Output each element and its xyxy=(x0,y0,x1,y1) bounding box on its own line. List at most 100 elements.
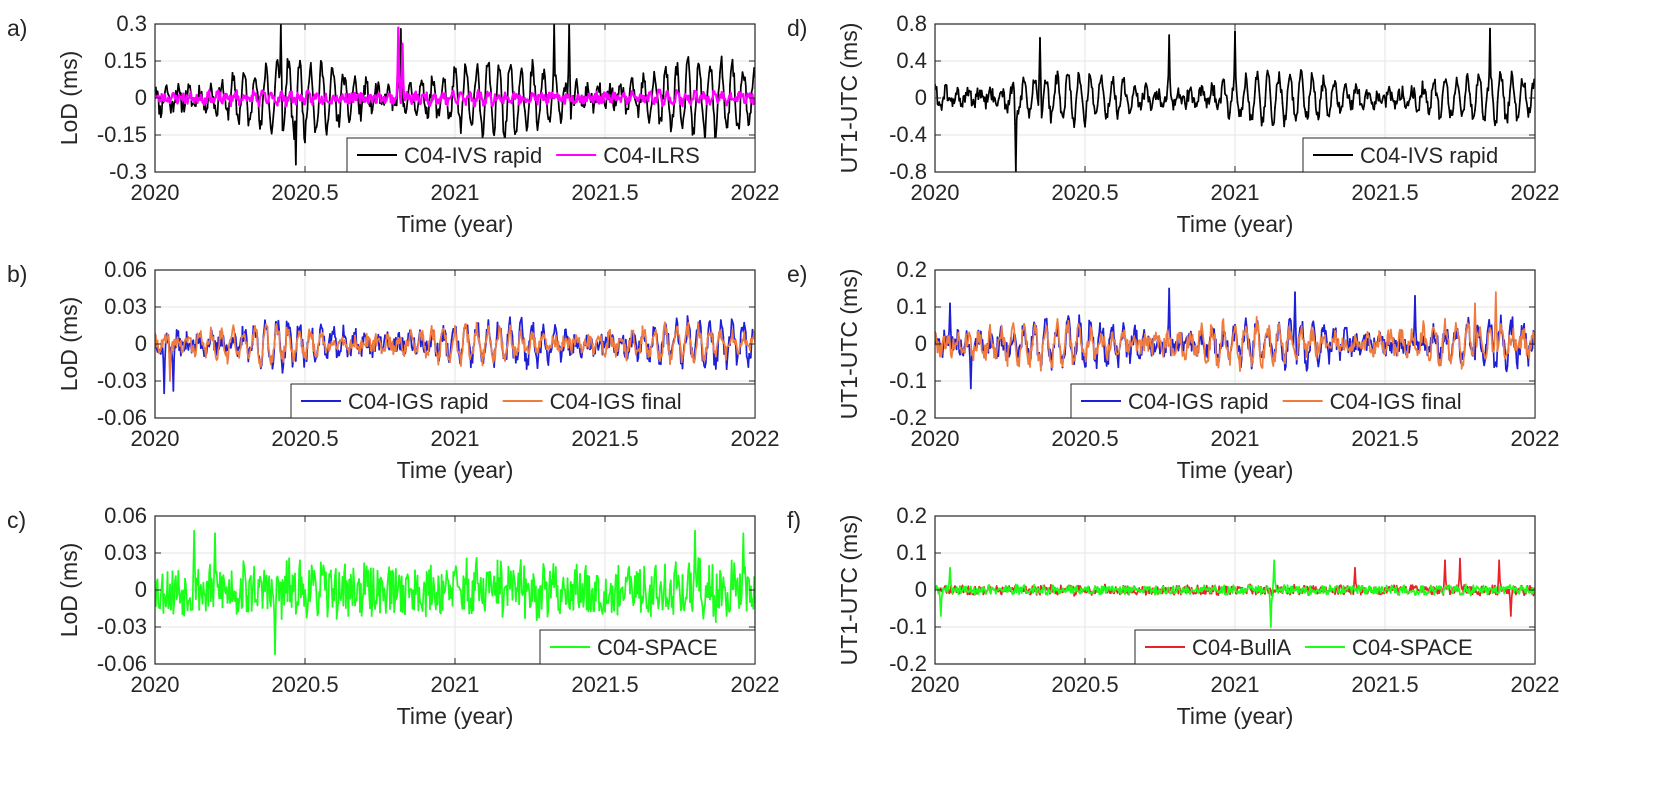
data-point-segment xyxy=(723,341,726,349)
data-point-segment xyxy=(489,94,493,107)
data-point-segment xyxy=(1529,104,1532,114)
data-point-segment xyxy=(632,329,636,345)
data-point-segment xyxy=(260,104,264,126)
data-point-segment xyxy=(1451,107,1455,116)
data-point-segment xyxy=(342,571,346,607)
data-point-segment xyxy=(274,72,277,88)
data-point-segment xyxy=(418,586,421,603)
data-point-segment xyxy=(179,593,182,604)
legend-label: C04-IGS rapid xyxy=(348,389,489,414)
data-point-segment xyxy=(630,583,634,599)
data-point-segment xyxy=(1363,95,1366,107)
data-point-segment xyxy=(369,338,372,352)
data-point-segment xyxy=(433,81,436,93)
data-point-segment xyxy=(654,328,658,341)
series-c04-ivs-rapid xyxy=(935,27,1535,172)
data-point-segment xyxy=(589,336,593,344)
data-point-segment xyxy=(327,109,331,121)
data-point-segment xyxy=(698,64,701,75)
data-point-segment xyxy=(1244,317,1248,328)
data-point-segment xyxy=(243,565,246,575)
data-point-segment xyxy=(1525,101,1529,110)
legend-label: C04-IGS final xyxy=(550,389,682,414)
data-point-segment xyxy=(512,104,516,128)
data-point-segment xyxy=(449,109,453,118)
data-point-segment xyxy=(1245,78,1249,92)
data-point-segment xyxy=(536,355,540,369)
data-point-segment xyxy=(1369,93,1372,101)
data-point-segment xyxy=(466,76,470,89)
data-point-segment xyxy=(189,597,192,611)
data-point-segment xyxy=(462,80,466,96)
y-tick-label: -0.03 xyxy=(97,368,147,393)
data-point-segment xyxy=(617,564,621,607)
data-point-segment xyxy=(499,77,503,101)
data-point-segment xyxy=(710,69,714,87)
data-point-segment xyxy=(244,329,248,339)
y-tick-label: 0.03 xyxy=(104,540,147,565)
data-point-segment xyxy=(1251,106,1255,121)
data-point-segment xyxy=(684,333,687,342)
data-point-segment xyxy=(1219,87,1223,104)
data-point-segment xyxy=(721,76,725,87)
data-point-segment xyxy=(213,344,216,353)
data-point-segment xyxy=(1075,87,1079,95)
data-point-segment xyxy=(446,97,450,107)
data-point-segment xyxy=(1434,78,1437,97)
data-point-segment xyxy=(278,581,281,602)
data-point-segment xyxy=(549,98,553,114)
data-point-segment xyxy=(316,344,320,357)
data-point-segment xyxy=(1100,74,1104,87)
data-point-segment xyxy=(367,94,371,105)
data-point-segment xyxy=(733,562,736,577)
data-point-segment xyxy=(996,99,1000,107)
data-point-segment xyxy=(1159,347,1162,355)
x-tick-label: 2021 xyxy=(431,672,480,697)
data-point-segment xyxy=(1042,329,1046,339)
x-tick-label: 2020.5 xyxy=(271,180,338,205)
data-point-segment xyxy=(1112,324,1116,342)
data-point-segment xyxy=(308,69,311,82)
data-point-segment xyxy=(1030,93,1034,103)
data-point-segment xyxy=(1081,100,1085,112)
x-tick-label: 2022 xyxy=(731,426,780,451)
data-point-segment xyxy=(1268,76,1271,91)
data-point-segment xyxy=(1115,345,1119,359)
data-point-segment xyxy=(532,573,536,581)
data-point-segment xyxy=(646,109,650,119)
data-point-segment xyxy=(642,330,646,339)
data-point-segment xyxy=(1143,86,1146,100)
data-point-segment xyxy=(714,124,718,138)
data-point-segment xyxy=(644,584,647,596)
data-point-segment xyxy=(270,578,274,594)
data-point-segment xyxy=(1484,97,1488,108)
data-point-segment xyxy=(515,117,519,133)
data-point-segment xyxy=(569,102,573,120)
data-point-segment xyxy=(583,570,586,599)
data-point-segment xyxy=(1074,93,1078,105)
data-point-segment xyxy=(723,98,726,119)
data-point-segment xyxy=(1256,70,1260,81)
data-point-segment xyxy=(679,341,682,351)
data-point-segment xyxy=(172,357,176,392)
data-point-segment xyxy=(1463,95,1466,111)
data-point-segment xyxy=(494,344,497,361)
data-point-segment xyxy=(163,357,166,395)
x-tick-label: 2022 xyxy=(1511,180,1560,205)
data-point-segment xyxy=(227,102,231,121)
data-point-segment xyxy=(676,325,680,336)
data-point-segment xyxy=(349,110,352,121)
data-point-segment xyxy=(268,350,271,361)
data-point-segment xyxy=(1047,88,1051,110)
data-point-segment xyxy=(742,532,746,574)
data-point-segment xyxy=(551,71,555,96)
legend-label: C04-IVS rapid xyxy=(1360,143,1498,168)
data-point-segment xyxy=(712,107,716,117)
data-point-segment xyxy=(350,92,354,102)
data-point-segment xyxy=(1151,97,1155,105)
data-point-segment xyxy=(1046,81,1050,91)
data-point-segment xyxy=(266,325,270,347)
data-point-segment xyxy=(1197,89,1201,103)
data-point-segment xyxy=(479,115,483,124)
data-point-segment xyxy=(1069,90,1073,109)
